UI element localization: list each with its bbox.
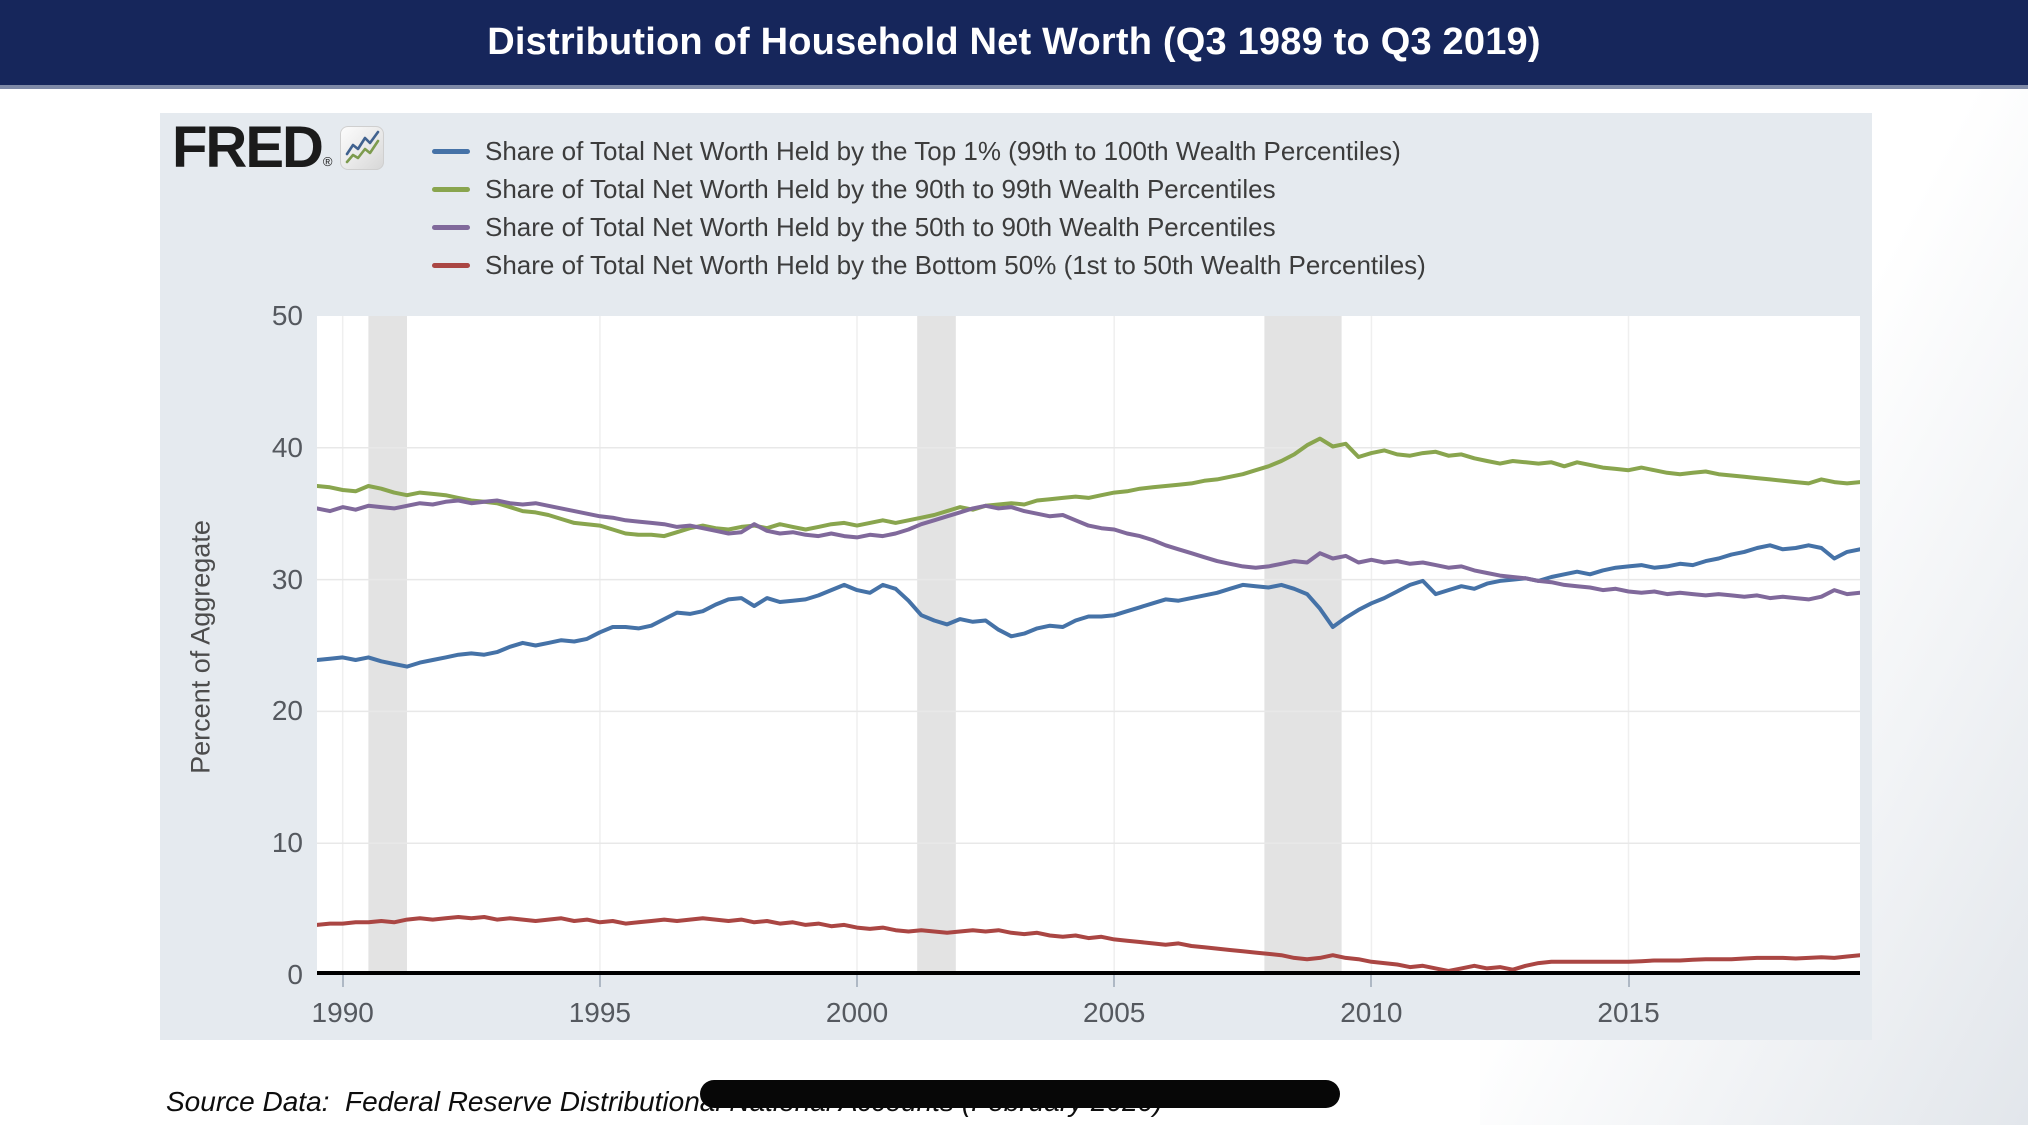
y-tick-label: 20 [271, 695, 303, 727]
y-tick-label: 30 [271, 563, 303, 595]
legend-item: Share of Total Net Worth Held by the Bot… [432, 246, 1426, 284]
y-tick-label: 50 [271, 300, 303, 331]
redaction-bar [700, 1080, 1340, 1108]
series-line-2 [317, 498, 1860, 602]
legend-swatch [432, 262, 470, 268]
recession-band [1264, 316, 1342, 975]
legend-label: Share of Total Net Worth Held by the Top… [485, 135, 1401, 166]
fred-logo-text: FRED [172, 115, 324, 180]
x-axis-tickmark [1627, 975, 1630, 987]
legend-item: Share of Total Net Worth Held by the Top… [432, 132, 1426, 170]
y-axis-title: Percent of Aggregate [185, 520, 216, 774]
y-tick-label: 10 [271, 827, 303, 859]
series-line-0 [317, 543, 1860, 669]
x-tick-label: 2005 [1083, 997, 1146, 1028]
chart-svg [317, 316, 1860, 975]
series-line-3 [317, 915, 1860, 973]
chart-legend: Share of Total Net Worth Held by the Top… [432, 132, 1426, 284]
legend-swatch [432, 186, 470, 192]
legend-label: Share of Total Net Worth Held by the 50t… [485, 211, 1276, 242]
x-tick-label: 2000 [825, 997, 889, 1028]
x-axis-tickmark [598, 975, 601, 987]
legend-item: Share of Total Net Worth Held by the 90t… [432, 170, 1426, 208]
recession-band [917, 316, 956, 975]
x-axis-tickmark [1113, 975, 1116, 987]
x-tick-label: 1990 [311, 997, 374, 1028]
legend-label: Share of Total Net Worth Held by the 90t… [485, 173, 1276, 204]
title-bar: Distribution of Household Net Worth (Q3 … [0, 0, 2028, 89]
x-tick-label: 1995 [568, 997, 632, 1028]
x-axis-tickmark [341, 975, 344, 987]
series-line-1 [317, 436, 1860, 539]
y-tick-label: 0 [287, 959, 303, 990]
x-tick-label: 2010 [1340, 997, 1403, 1028]
x-tick-label: 2015 [1597, 997, 1660, 1028]
zero-axis-line [317, 971, 1860, 975]
registered-trademark-symbol: ® [322, 154, 333, 169]
recession-band [368, 316, 407, 975]
fred-logo: FRED ® [172, 115, 385, 180]
x-axis-tickmark [856, 975, 859, 987]
legend-label: Share of Total Net Worth Held by the Bot… [485, 249, 1426, 280]
legend-item: Share of Total Net Worth Held by the 50t… [432, 208, 1426, 246]
legend-swatch [432, 148, 470, 154]
x-axis-tickmark [1370, 975, 1373, 987]
sparkline-chart-icon [340, 126, 385, 170]
fred-chart-panel: FRED ® Share of Total Net Worth Held by … [160, 113, 1872, 1040]
y-tick-label: 40 [271, 431, 303, 463]
plot-area [317, 316, 1860, 975]
page-title: Distribution of Household Net Worth (Q3 … [487, 21, 1541, 63]
legend-swatch [432, 224, 470, 230]
